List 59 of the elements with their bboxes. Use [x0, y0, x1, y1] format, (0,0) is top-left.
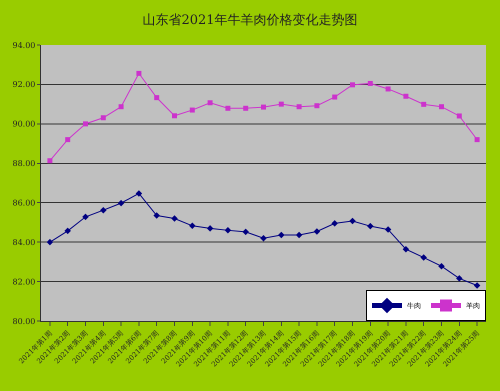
point — [367, 222, 374, 230]
point — [296, 104, 302, 110]
point — [474, 282, 480, 289]
point — [260, 234, 267, 242]
point — [332, 94, 338, 100]
point — [350, 82, 355, 88]
y-tick-label: 88.00 — [12, 159, 36, 168]
point — [314, 228, 320, 235]
point — [349, 218, 356, 224]
point — [368, 80, 373, 86]
point — [421, 102, 426, 107]
point — [314, 103, 320, 108]
point — [118, 200, 124, 206]
point — [261, 104, 266, 110]
point — [118, 104, 124, 110]
y-tick-label: 86.00 — [12, 198, 36, 208]
y-tick-label: 94.00 — [12, 40, 36, 50]
y-tick-label: 92.00 — [12, 80, 36, 90]
chart-title: 山东省2021年牛羊肉价格变化走势图 — [142, 13, 358, 28]
point — [100, 115, 106, 120]
point — [403, 94, 408, 99]
point — [206, 225, 214, 232]
point — [386, 86, 391, 92]
point — [420, 254, 427, 261]
point — [438, 262, 445, 270]
point — [456, 113, 462, 118]
point — [189, 222, 196, 230]
point — [82, 214, 89, 220]
point — [456, 275, 463, 282]
point — [474, 137, 480, 142]
point — [278, 232, 285, 238]
point — [171, 215, 178, 222]
point — [224, 227, 232, 234]
point — [384, 226, 392, 233]
point — [136, 190, 142, 197]
point — [225, 106, 230, 111]
point — [278, 102, 284, 107]
point — [296, 232, 302, 238]
y-tick-label: 90.00 — [12, 120, 36, 129]
point — [153, 212, 160, 219]
point — [64, 228, 71, 234]
point — [136, 70, 142, 76]
point — [172, 113, 177, 118]
point — [439, 104, 444, 110]
point — [243, 106, 248, 111]
y-tick-label: 84.00 — [12, 238, 36, 247]
y-tick-label: 80.00 — [12, 316, 36, 326]
y-tick-label: 82.00 — [12, 277, 36, 286]
point — [47, 158, 52, 164]
point — [242, 228, 249, 236]
point — [83, 121, 88, 126]
point — [154, 95, 160, 100]
point — [46, 238, 54, 246]
point — [65, 137, 70, 142]
point — [331, 220, 338, 227]
point — [402, 246, 410, 252]
point — [190, 108, 195, 113]
point — [100, 206, 107, 214]
point — [208, 100, 213, 106]
